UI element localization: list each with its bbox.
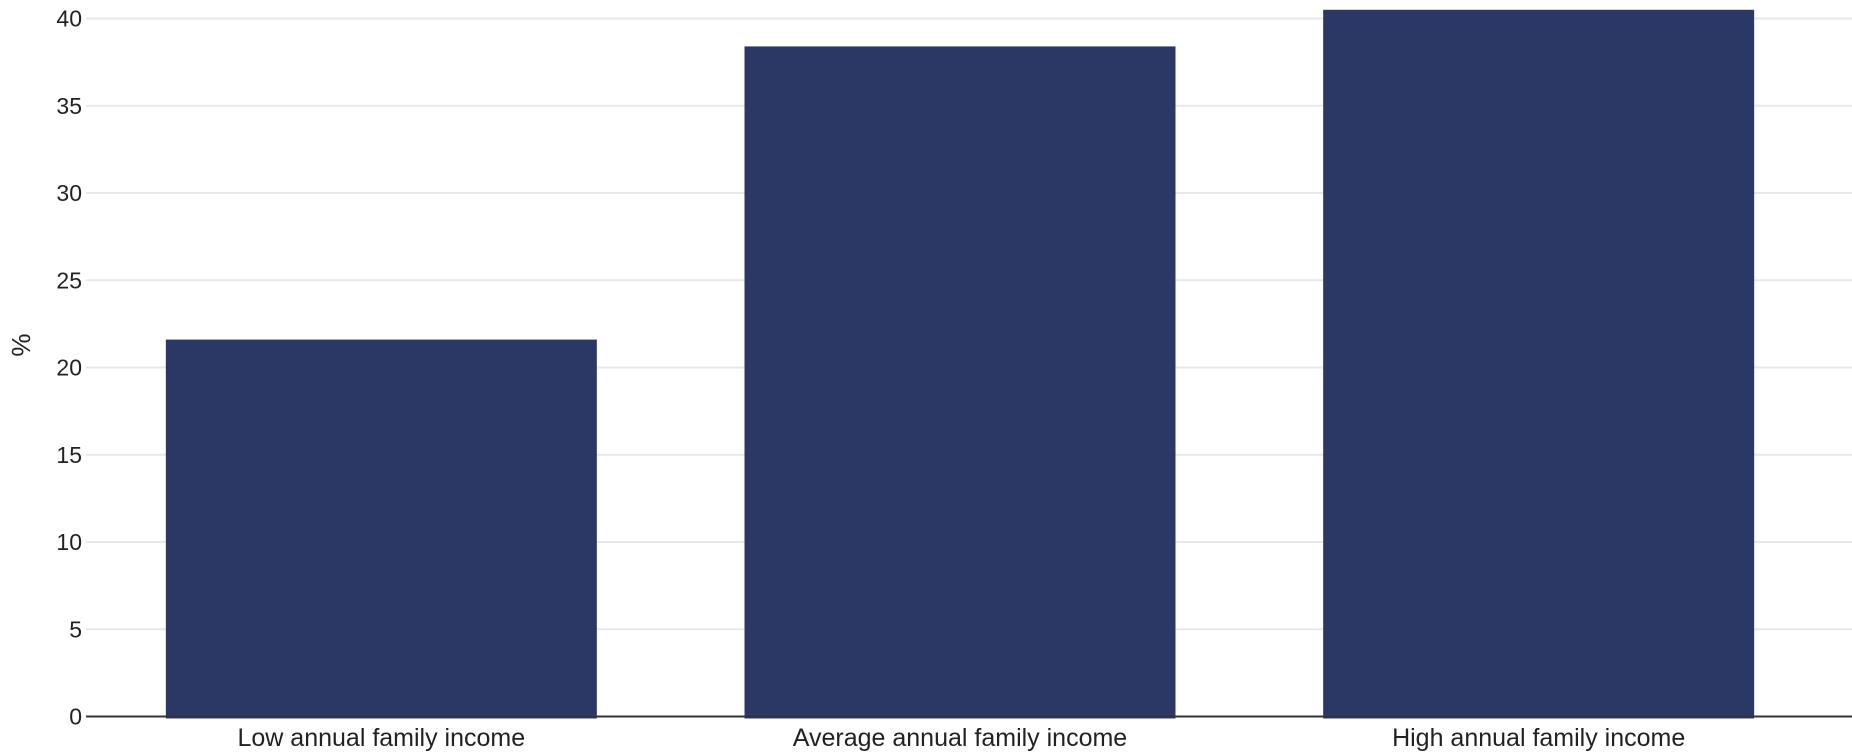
y-axis-title: % bbox=[6, 333, 36, 356]
y-tick-label: 0 bbox=[69, 704, 82, 730]
bar bbox=[1323, 9, 1755, 719]
bar bbox=[744, 46, 1176, 719]
y-tick-label: 30 bbox=[56, 180, 82, 206]
y-tick-label: 40 bbox=[56, 6, 82, 32]
y-tick-label: 10 bbox=[56, 529, 82, 555]
y-tick-label: 20 bbox=[56, 355, 82, 381]
y-tick-label: 35 bbox=[56, 93, 82, 119]
x-category-label: High annual family income bbox=[1392, 724, 1685, 752]
y-tick-label: 25 bbox=[56, 267, 82, 293]
bar bbox=[165, 339, 597, 719]
bars bbox=[165, 9, 1755, 719]
x-category-label: Average annual family income bbox=[793, 724, 1127, 752]
x-category-label: Low annual family income bbox=[238, 724, 526, 752]
x-category-labels: Low annual family income Average annual f… bbox=[238, 724, 1686, 752]
y-tick-labels: 0 5 10 15 20 25 30 35 40 bbox=[56, 6, 82, 730]
y-tick-label: 15 bbox=[56, 442, 82, 468]
y-tick-label: 5 bbox=[69, 616, 82, 642]
